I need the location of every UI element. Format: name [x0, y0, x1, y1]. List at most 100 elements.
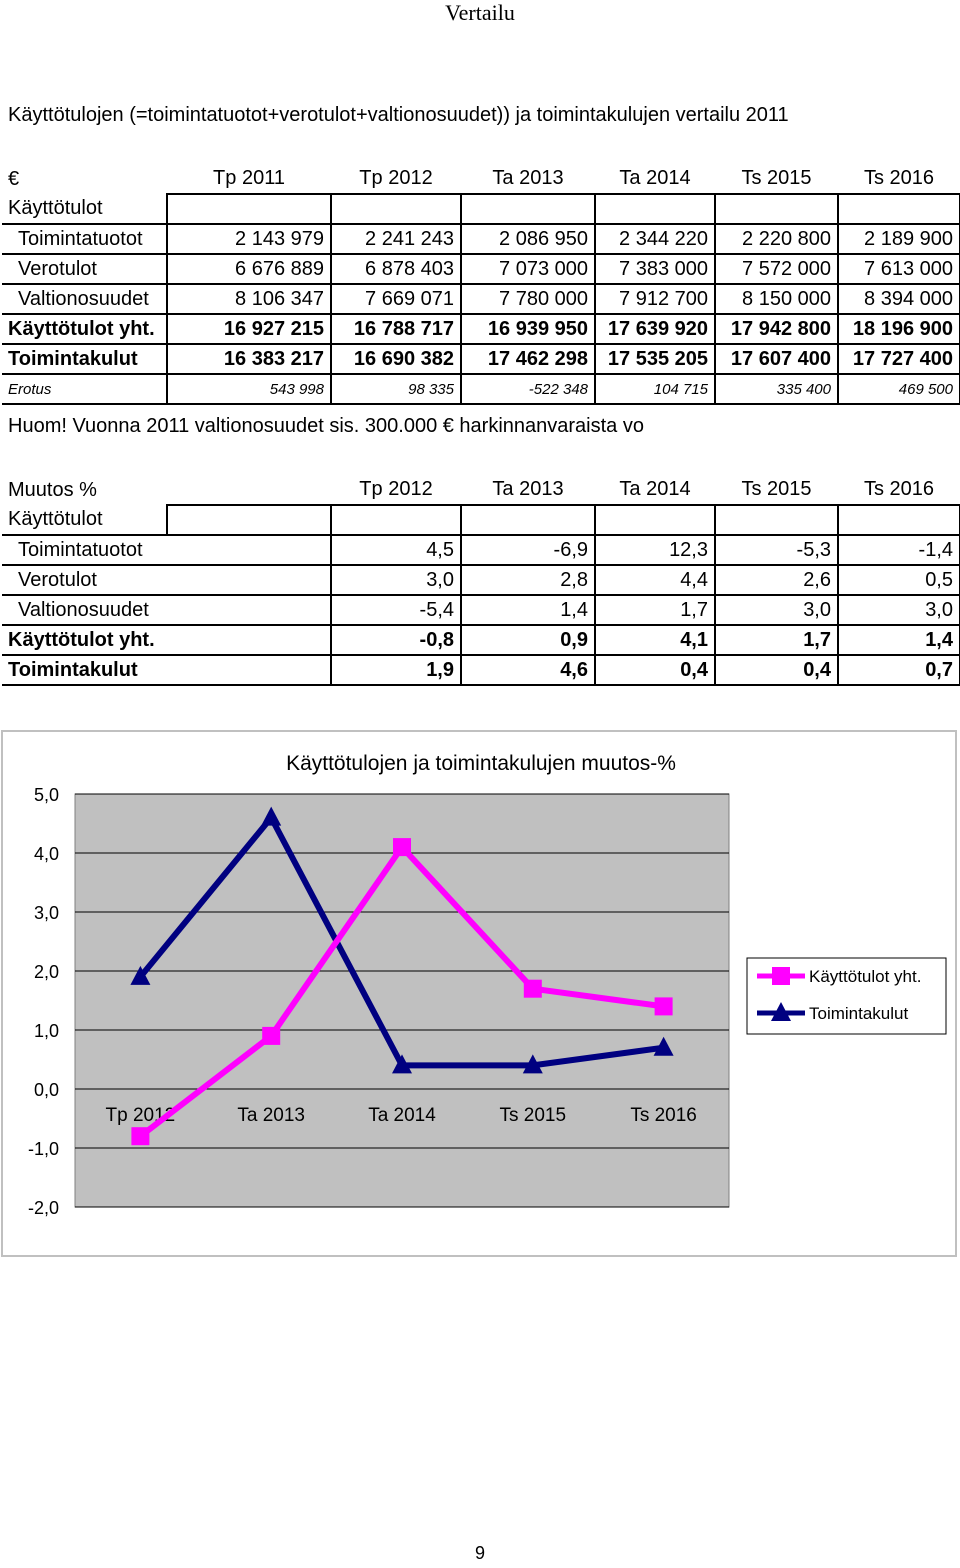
- table-cell: 1,7: [594, 594, 716, 626]
- table-cell: 7 613 000: [837, 253, 960, 285]
- table-cell: 2 344 220: [594, 223, 716, 255]
- table-cell: 104 715: [594, 373, 716, 405]
- table-cell: 2,8: [460, 564, 596, 596]
- income-expense-table: € Tp 2011 Tp 2012 Ta 2013 Ta 2014 Ts 201…: [2, 164, 960, 405]
- col-header: Tp 2012: [359, 478, 433, 500]
- data-point: [261, 806, 282, 826]
- table-cell: 6 676 889: [166, 253, 332, 285]
- row-label: Valtionosuudet: [2, 594, 332, 626]
- table-cell: 4,5: [330, 534, 462, 566]
- table-cell: [714, 193, 839, 225]
- table-cell: 4,6: [460, 654, 596, 686]
- table-cell: -5,4: [330, 594, 462, 626]
- table-cell: 98 335: [330, 373, 462, 405]
- data-point: [653, 1036, 674, 1056]
- table-row: Erotus 543 998 98 335 -522 348 104 715 3…: [2, 373, 960, 405]
- table-cell: [837, 193, 960, 225]
- table-cell: 1,4: [460, 594, 596, 626]
- y-tick-label: 2,0: [34, 962, 59, 982]
- table-cell: -1,4: [837, 534, 960, 566]
- comparison-title: Käyttötulojen (=toimintatuotot+verotulot…: [8, 104, 789, 126]
- table-row: Käyttötulot yht. 16 927 215 16 788 717 1…: [2, 313, 960, 345]
- data-point: [393, 838, 411, 857]
- y-tick-label: 3,0: [34, 903, 59, 923]
- table-cell: 0,9: [460, 624, 596, 656]
- data-point: [522, 1054, 543, 1074]
- legend-marker: [771, 1002, 791, 1021]
- table-row: Verotulot 6 676 889 6 878 403 7 073 000 …: [2, 253, 960, 285]
- x-tick-label: Ts 2016: [630, 1105, 697, 1126]
- table-cell: [594, 504, 716, 536]
- table-cell: 2,6: [714, 564, 839, 596]
- row-label: Toimintakulut: [2, 343, 168, 375]
- table1-header-row: € Tp 2011 Tp 2012 Ta 2013 Ta 2014 Ts 201…: [2, 164, 960, 194]
- table-row: Toimintakulut 1,9 4,6 0,4 0,4 0,7: [2, 654, 960, 686]
- table-cell: [594, 193, 716, 225]
- table-cell: 7 780 000: [460, 283, 596, 315]
- table-cell: 4,4: [594, 564, 716, 596]
- table-row: Valtionosuudet 8 106 347 7 669 071 7 780…: [2, 283, 960, 315]
- table-cell: 16 927 215: [166, 313, 332, 345]
- table-cell: 469 500: [837, 373, 960, 405]
- table-cell: 3,0: [330, 564, 462, 596]
- table-cell: 2 220 800: [714, 223, 839, 255]
- table-row: Toimintakulut 16 383 217 16 690 382 17 4…: [2, 343, 960, 375]
- table-cell: 7 073 000: [460, 253, 596, 285]
- table-cell: 16 383 217: [166, 343, 332, 375]
- data-point: [130, 965, 151, 985]
- x-tick-label: Ta 2014: [368, 1105, 436, 1126]
- table-row: Valtionosuudet -5,4 1,4 1,7 3,0 3,0: [2, 594, 960, 626]
- row-label: Valtionosuudet: [2, 283, 168, 315]
- data-point: [523, 979, 542, 998]
- col-header: Tp 2011: [213, 167, 285, 189]
- table-cell: 18 196 900: [837, 313, 960, 345]
- table-cell: 2 143 979: [166, 223, 332, 255]
- table-cell: -5,3: [714, 534, 839, 566]
- table-row: Käyttötulot: [2, 504, 960, 536]
- table-cell: 3,0: [837, 594, 960, 626]
- table-row: Verotulot 3,0 2,8 4,4 2,6 0,5: [2, 564, 960, 596]
- table-cell: 16 939 950: [460, 313, 596, 345]
- col-header: Ts 2016: [863, 167, 935, 189]
- table-cell: 17 942 800: [714, 313, 839, 345]
- data-point: [131, 1127, 150, 1146]
- table-cell: 543 998: [166, 373, 332, 405]
- table-cell: [166, 504, 332, 536]
- table-cell: [460, 504, 596, 536]
- y-tick-label: -1,0: [28, 1139, 59, 1159]
- footnote: Huom! Vuonna 2011 valtionosuudet sis. 30…: [8, 415, 644, 437]
- row-label: Käyttötulot yht.: [2, 624, 332, 656]
- table-cell: 2 189 900: [837, 223, 960, 255]
- chart-title: Käyttötulojen ja toimintakulujen muutos-…: [286, 752, 676, 775]
- table-row: Käyttötulot yht. -0,8 0,9 4,1 1,7 1,4: [2, 624, 960, 656]
- table-cell: 7 669 071: [330, 283, 462, 315]
- table-cell: 16 788 717: [330, 313, 462, 345]
- table-cell: 7 912 700: [594, 283, 716, 315]
- table-cell: 2 086 950: [460, 223, 596, 255]
- page-header: Vertailu: [445, 0, 515, 25]
- y-tick-label: 5,0: [34, 785, 59, 805]
- data-point: [654, 997, 673, 1016]
- data-point: [392, 1054, 412, 1074]
- col-header: Ta 2014: [619, 167, 691, 189]
- row-label: Verotulot: [2, 253, 168, 285]
- section-label: Käyttötulot: [8, 197, 103, 219]
- row-label: Toimintakulut: [2, 654, 332, 686]
- table-cell: 8 106 347: [166, 283, 332, 315]
- col-header: Ta 2013: [492, 167, 564, 189]
- row-label: Verotulot: [2, 564, 332, 596]
- table-cell: -522 348: [460, 373, 596, 405]
- table-cell: 17 727 400: [837, 343, 960, 375]
- table-cell: 8 150 000: [714, 283, 839, 315]
- table-cell: 335 400: [714, 373, 839, 405]
- table-cell: 1,4: [837, 624, 960, 656]
- table-cell: [167, 475, 331, 505]
- table-cell: 7 383 000: [594, 253, 716, 285]
- table-cell: [714, 504, 839, 536]
- table-cell: [166, 193, 332, 225]
- table-row: Toimintatuotot 2 143 979 2 241 243 2 086…: [2, 223, 960, 255]
- row-label: Toimintatuotot: [2, 534, 332, 566]
- col-header: Ts 2016: [863, 478, 935, 500]
- table-cell: 0,7: [837, 654, 960, 686]
- section-label: Käyttötulot: [8, 508, 103, 530]
